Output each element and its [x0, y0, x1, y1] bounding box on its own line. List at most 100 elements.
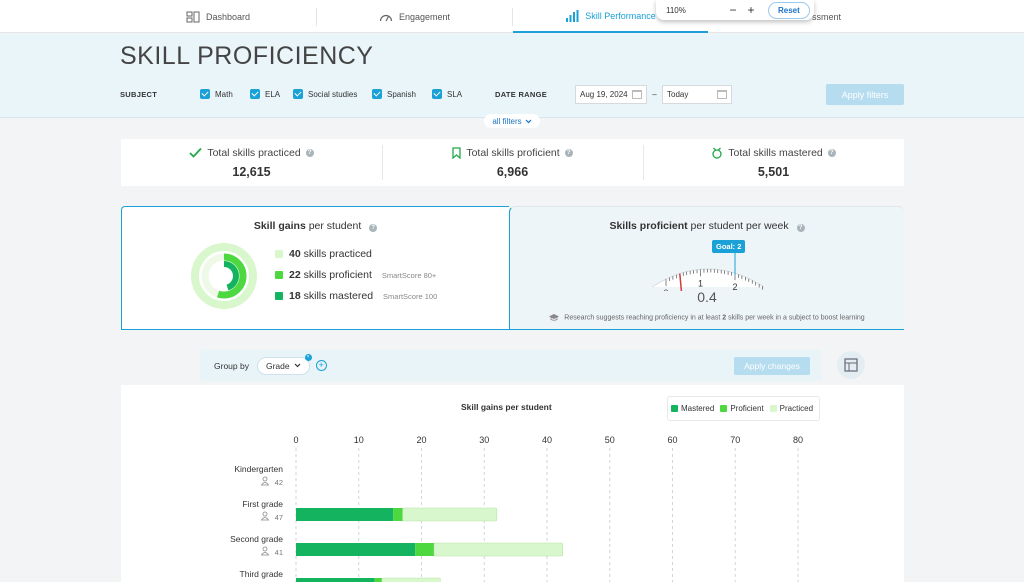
- all-filters-toggle[interactable]: all filters: [484, 114, 540, 128]
- research-note-post: skills per week in a subject to boost le…: [726, 314, 865, 322]
- tab-engagement[interactable]: Engagement: [317, 0, 512, 33]
- zoom-reset-button[interactable]: Reset: [768, 1, 810, 19]
- legend-proficient: 22 skills proficient SmartScore 80+: [275, 269, 436, 281]
- dashboard-icon: [186, 11, 200, 22]
- gauge-value: 0.4: [697, 289, 717, 305]
- help-icon[interactable]: ?: [827, 148, 836, 157]
- practiced-swatch: [275, 250, 283, 258]
- research-note-bold: 2: [722, 314, 727, 322]
- chevron-down-icon: [525, 119, 532, 123]
- skill-gains-card[interactable]: Skill gains per student ? 40 skills prac…: [121, 206, 509, 330]
- proficient-value: 22: [289, 269, 301, 281]
- summary-stats: Total skills practiced ? 12,615 Total sk…: [121, 139, 904, 186]
- x-tick-label: 30: [479, 435, 489, 445]
- checkbox-checked-icon[interactable]: [250, 89, 260, 99]
- table-icon: [844, 358, 858, 372]
- chart-legend: Mastered Proficient Practiced: [667, 396, 820, 421]
- checkbox-checked-icon[interactable]: [293, 89, 303, 99]
- category-student-count: 42: [275, 478, 283, 487]
- date-to-input[interactable]: Today: [662, 84, 732, 104]
- donut-mastered-arc: [209, 261, 239, 291]
- skills-proficient-card[interactable]: Skills proficient per student per week ?…: [509, 206, 904, 330]
- help-icon[interactable]: ?: [369, 224, 378, 232]
- help-icon[interactable]: ?: [564, 148, 573, 157]
- tab-dashboard[interactable]: Dashboard: [120, 0, 316, 33]
- bar-practiced[interactable]: [402, 507, 498, 522]
- chart-title: Skill gains per student: [461, 402, 552, 412]
- apply-filters-button[interactable]: Apply filters: [826, 84, 904, 105]
- bar-proficient[interactable]: [393, 508, 403, 521]
- skills-proficient-title-bold: Skills proficient: [609, 220, 688, 232]
- stat-mastered-label: Total skills mastered: [728, 146, 823, 159]
- stat-proficient-value: 6,966: [496, 164, 529, 179]
- bar-practiced[interactable]: [381, 577, 441, 582]
- tab-divider: [316, 8, 317, 26]
- date-from-input[interactable]: Aug 19, 2024: [575, 84, 647, 104]
- tab-skill-performance[interactable]: Skill Performance: [513, 0, 708, 33]
- bar-mastered[interactable]: [296, 543, 416, 556]
- subject-ela-label: ELA: [265, 89, 281, 99]
- chevron-down-icon: [294, 363, 301, 368]
- calendar-icon[interactable]: [717, 89, 727, 99]
- date-range-label: DATE RANGE: [495, 89, 548, 99]
- bar-proficient[interactable]: [374, 578, 382, 582]
- zoom-in-button[interactable]: +: [747, 3, 755, 17]
- remove-group-icon[interactable]: ×: [304, 353, 312, 361]
- all-filters-label: all filters: [492, 116, 522, 126]
- mastered-value: 18: [289, 290, 301, 302]
- checkbox-checked-icon[interactable]: [432, 89, 442, 99]
- group-by-select[interactable]: Grade ×: [256, 353, 312, 375]
- subject-checkbox-math[interactable]: Math: [200, 89, 250, 99]
- zoom-out-button[interactable]: −: [729, 3, 737, 17]
- x-tick-label: 50: [605, 435, 615, 445]
- skill-gains-title: Skill gains per student ?: [122, 220, 509, 232]
- legend-proficient-label: Proficient: [730, 404, 764, 413]
- subject-checkbox-sla[interactable]: SLA: [432, 89, 495, 99]
- checkbox-checked-icon[interactable]: [372, 89, 382, 99]
- legend-mastered-label: Mastered: [680, 404, 715, 413]
- x-tick-label: 80: [793, 435, 803, 445]
- bar-proficient[interactable]: [415, 543, 435, 556]
- table-view-button[interactable]: [837, 351, 865, 379]
- gauge-tick-label: 2: [733, 282, 738, 291]
- stat-proficient-label: Total skills proficient: [466, 146, 560, 159]
- research-note-pre: Research suggests reaching proficiency i…: [564, 314, 723, 322]
- help-icon[interactable]: ?: [796, 224, 805, 232]
- add-group-button[interactable]: +: [315, 360, 327, 371]
- subject-checkbox-ela[interactable]: ELA: [250, 89, 293, 99]
- x-tick-label: 10: [354, 435, 364, 445]
- goal-badge: Goal: 2: [712, 240, 746, 253]
- skills-proficient-title-rest: per student per week: [687, 220, 789, 232]
- subject-social-studies-label: Social studies: [308, 89, 358, 99]
- research-note: Research suggests reaching proficiency i…: [510, 314, 904, 321]
- filter-bar: SUBJECT Math ELA Social studies Spanish …: [120, 84, 732, 104]
- bar-practiced[interactable]: [433, 542, 563, 557]
- bar-mastered[interactable]: [296, 508, 394, 521]
- zoom-popup: 110% − + Reset: [656, 0, 814, 20]
- proficiency-gauge: 0 1 2 3: [651, 253, 765, 291]
- proficient-label: skills proficient: [300, 269, 372, 281]
- help-icon[interactable]: ?: [305, 148, 314, 157]
- practiced-value: 40: [289, 248, 301, 260]
- legend-proficient-swatch: [720, 405, 728, 412]
- bar-mastered[interactable]: [296, 578, 375, 582]
- page-header: SKILL PROFICIENCY SUBJECT Math ELA Socia…: [0, 34, 1024, 128]
- legend-practiced-swatch: [769, 405, 777, 412]
- check-icon: [189, 147, 202, 158]
- apply-changes-button[interactable]: Apply changes: [734, 357, 810, 375]
- category-label: Third grade: [240, 569, 284, 579]
- skill-gains-title-rest: per student: [305, 220, 362, 232]
- date-separator: –: [652, 89, 657, 99]
- mastered-label: skills mastered: [300, 290, 374, 302]
- tab-assessment[interactable]: ssment: [780, 0, 860, 33]
- checkbox-checked-icon[interactable]: [200, 89, 210, 99]
- stat-practiced: Total skills practiced ? 12,615: [121, 139, 382, 186]
- subject-checkbox-spanish[interactable]: Spanish: [372, 89, 432, 99]
- calendar-icon[interactable]: [632, 89, 642, 99]
- legend-mastered: 18 skills mastered SmartScore 100: [275, 290, 437, 302]
- tab-engagement-label: Engagement: [398, 11, 451, 22]
- bookmark-icon: [452, 146, 461, 159]
- subject-checkbox-social-studies[interactable]: Social studies: [293, 89, 372, 99]
- category-label: Kindergarten: [234, 464, 283, 474]
